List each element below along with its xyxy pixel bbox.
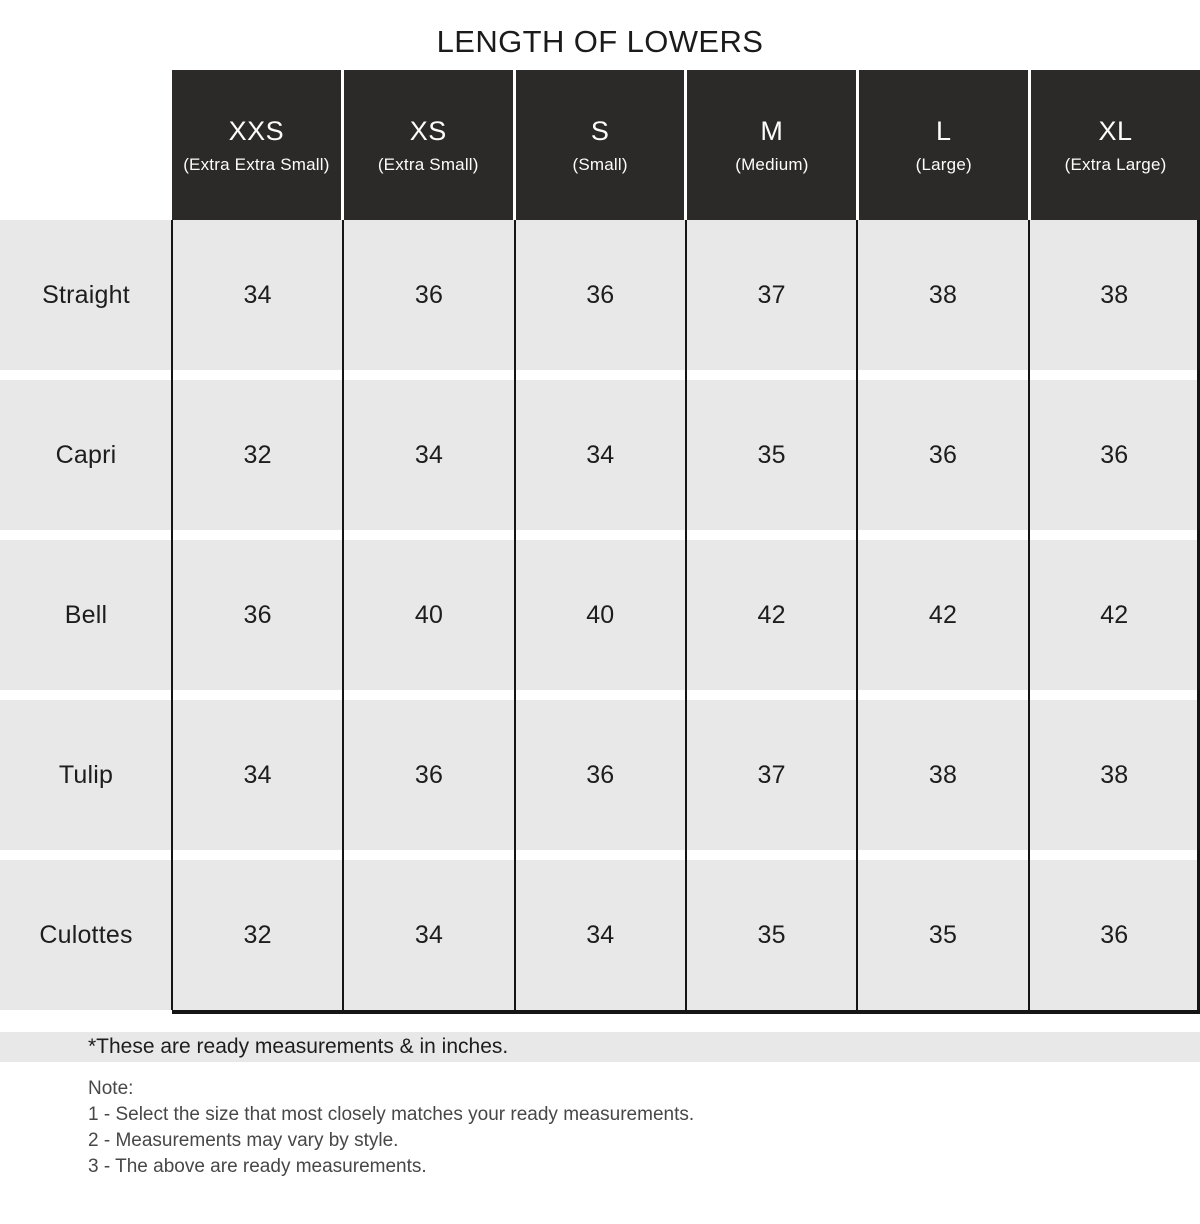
table-row-straight: Straight 34 36 36 37 38 38 (0, 220, 1200, 370)
table-grid-line (342, 220, 344, 1010)
table-cell: 37 (757, 280, 786, 309)
size-code: L (935, 115, 952, 146)
table-cell: 35 (757, 920, 786, 949)
column-header-xs: XS (Extra Small) (343, 70, 513, 220)
table-cell: 34 (414, 440, 444, 469)
column-header-xxs: XXS (Extra Extra Small) (172, 70, 341, 220)
table-grid-line (514, 220, 516, 1010)
table-cell: 35 (928, 920, 958, 949)
footnote-band: *These are ready measurements & in inche… (0, 1032, 1200, 1062)
table-cell: 32 (243, 920, 272, 949)
table-cell: 35 (757, 440, 786, 469)
table-bottom-border (172, 1010, 1200, 1014)
size-full-name: (Extra Small) (377, 154, 479, 174)
table-cell: 38 (1100, 760, 1129, 789)
table-row-tulip: Tulip 34 36 36 37 38 38 (0, 700, 1200, 850)
footnote-text: *These are ready measurements & in inche… (88, 1035, 509, 1058)
size-code: XL (1098, 115, 1133, 146)
column-header-m: M (Medium) (687, 70, 857, 220)
note-item-1: 1 - Select the size that most closely ma… (88, 1104, 695, 1125)
size-full-name: (Small) (572, 154, 628, 174)
row-label: Culottes (39, 920, 133, 949)
table-cell: 36 (414, 280, 444, 309)
column-header-l: L (Large) (859, 70, 1029, 220)
note-block: Note: 1 - Select the size that most clos… (88, 1076, 1200, 1180)
column-header-xl: XL (Extra Large) (1031, 70, 1200, 220)
table-cell: 32 (243, 440, 272, 469)
table-cell: 42 (1100, 600, 1129, 629)
table-grid-line (1197, 220, 1200, 1010)
table-cell: 34 (243, 280, 272, 309)
table-row-bell: Bell 36 40 40 42 42 42 (0, 540, 1200, 690)
note-item-3: 3 - The above are ready measurements. (88, 1156, 427, 1177)
row-label: Bell (64, 600, 108, 629)
column-header-s: S (Small) (515, 70, 685, 220)
table-grid-line (856, 220, 858, 1010)
table-grid-line (171, 220, 173, 1010)
row-label: Straight (42, 280, 130, 309)
table-cell: 34 (243, 760, 272, 789)
row-label: Tulip (58, 760, 114, 789)
table-cell: 38 (928, 280, 958, 309)
table-cell: 36 (586, 760, 615, 789)
table-cell: 40 (586, 600, 615, 629)
table-cell: 36 (586, 280, 615, 309)
table-cell: 34 (586, 920, 615, 949)
size-code: M (760, 115, 784, 146)
size-header-row: XXS (Extra Extra Small) XS (Extra Small)… (172, 70, 1200, 220)
note-heading: Note: (88, 1078, 134, 1099)
table-cell: 34 (586, 440, 615, 469)
size-code: S (590, 115, 610, 146)
size-code: XXS (228, 115, 285, 146)
table-row-culottes: Culottes 32 34 34 35 35 36 (0, 860, 1200, 1010)
table-cell: 36 (243, 600, 272, 629)
table-cell: 38 (1100, 280, 1129, 309)
note-item-2: 2 - Measurements may vary by style. (88, 1130, 399, 1151)
table-grid-line (685, 220, 687, 1010)
table-cell: 36 (414, 760, 444, 789)
table-cell: 37 (757, 760, 786, 789)
table-cell: 42 (757, 600, 786, 629)
table-cell: 36 (1100, 440, 1129, 469)
table-cell: 40 (414, 600, 444, 629)
page-title: LENGTH OF LOWERS (436, 24, 764, 59)
table-grid-line (1028, 220, 1030, 1010)
table-cell: 42 (928, 600, 958, 629)
table-cell: 36 (1100, 920, 1129, 949)
row-label: Capri (55, 440, 117, 469)
table-cell: 38 (928, 760, 958, 789)
size-full-name: (Extra Large) (1064, 154, 1167, 174)
table-cell: 34 (414, 920, 444, 949)
size-full-name: (Extra Extra Small) (183, 154, 330, 174)
size-full-name: (Large) (915, 154, 972, 174)
size-table-body: Straight 34 36 36 37 38 38 Capri 32 34 3… (0, 220, 1200, 1014)
table-row-capri: Capri 32 34 34 35 36 36 (0, 380, 1200, 530)
table-cell: 36 (928, 440, 958, 469)
size-code: XS (409, 115, 447, 146)
size-full-name: (Medium) (735, 154, 809, 174)
